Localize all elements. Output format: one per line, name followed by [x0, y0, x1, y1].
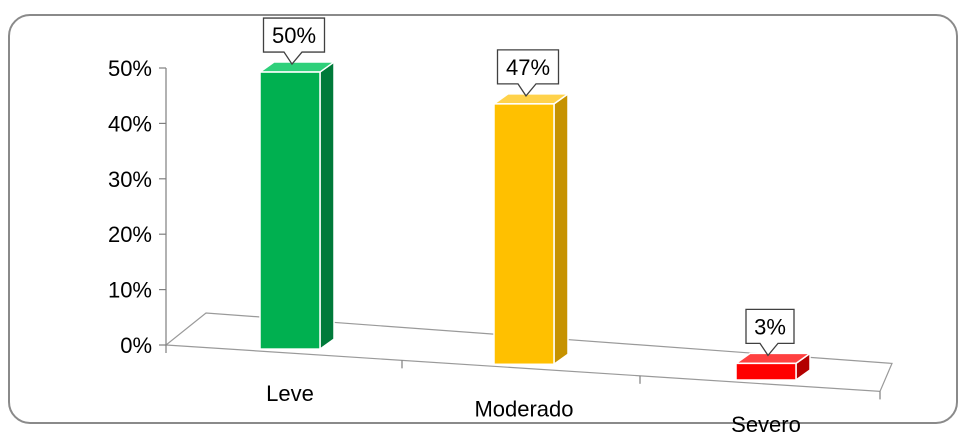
bar-side	[319, 60, 335, 351]
y-tick-label: 40%	[108, 111, 152, 136]
bar-leve	[257, 60, 337, 351]
bar-front	[259, 71, 321, 350]
category-label: Leve	[266, 381, 314, 406]
data-label-callout	[262, 17, 326, 66]
bar-top	[733, 352, 813, 365]
bar-top	[257, 61, 337, 73]
y-tick-label: 10%	[108, 278, 152, 303]
bars	[257, 60, 813, 382]
data-label-callout	[496, 49, 560, 97]
data-label-text: 50%	[272, 23, 316, 48]
data-label-text: 3%	[754, 314, 786, 339]
category-label: Severo	[731, 412, 801, 433]
data-label-severo: 3%	[745, 308, 795, 357]
data-label-text: 47%	[506, 55, 550, 80]
bar-severo	[733, 351, 813, 382]
bar-moderado	[491, 92, 571, 366]
y-tick-label: 50%	[108, 56, 152, 81]
y-tick-label: 20%	[108, 222, 152, 247]
y-tick-labels: 0% 10% 20% 30% 40% 50%	[108, 56, 166, 358]
chart-axes	[164, 68, 893, 400]
data-label-moderado: 47%	[496, 49, 560, 97]
data-label-callout	[745, 308, 795, 357]
floor-plane	[164, 312, 893, 393]
bar-side	[553, 92, 569, 366]
category-labels: Leve Moderado Severo	[266, 381, 801, 433]
y-tick-label: 0%	[120, 333, 152, 358]
bar-top	[491, 93, 571, 105]
data-label-leve: 50%	[262, 17, 326, 66]
category-label: Moderado	[474, 396, 573, 421]
bar-front	[493, 103, 555, 366]
data-labels: 50% 47% 3%	[262, 17, 795, 357]
bar-front	[735, 362, 797, 381]
y-tick-label: 30%	[108, 167, 152, 192]
